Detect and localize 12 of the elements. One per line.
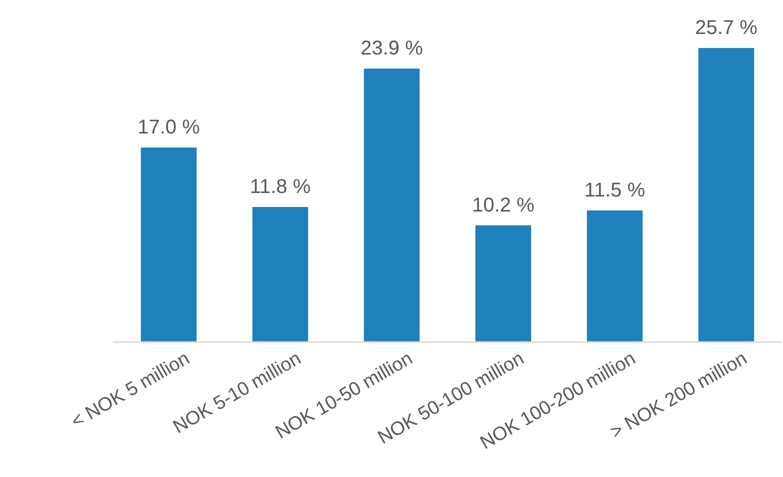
data-label: 23.9 % (360, 38, 424, 60)
bar (475, 225, 532, 342)
data-label: 25.7 % (695, 17, 758, 39)
bar (586, 210, 643, 342)
data-label: 17.0 % (138, 116, 200, 139)
bar (364, 68, 420, 342)
bar (252, 207, 308, 342)
bar (140, 148, 197, 342)
data-label: 10.2 % (472, 194, 535, 216)
data-label: 11.8 % (250, 176, 311, 198)
data-label: 11.5 % (584, 179, 646, 202)
bar (698, 48, 754, 342)
